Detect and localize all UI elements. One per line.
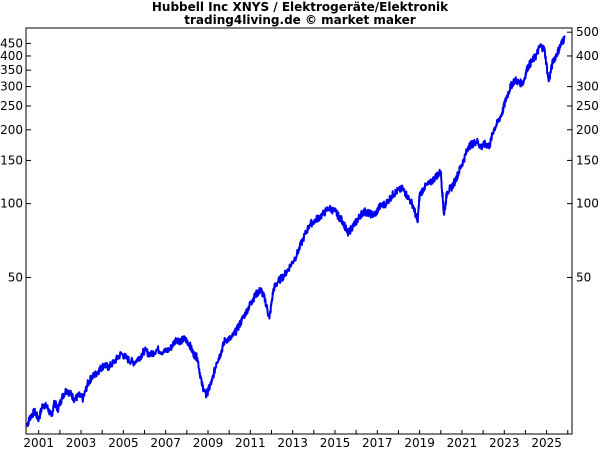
x-tick-label: 2001: [23, 436, 54, 450]
x-tick-label: 2007: [150, 436, 181, 450]
x-tick-label: 2023: [489, 436, 520, 450]
x-tick-label: 2005: [108, 436, 139, 450]
x-tick-label: 2009: [193, 436, 224, 450]
price-line: [26, 35, 566, 428]
x-tick-label: 2019: [404, 436, 435, 450]
axes: [25, 27, 573, 435]
x-tick-label: 2015: [320, 436, 351, 450]
y-tick-right-label: 300: [576, 80, 599, 94]
x-tick-label: 2013: [277, 436, 308, 450]
y-tick-right-label: 250: [576, 99, 599, 113]
y-tick-right-label: 100: [576, 197, 599, 211]
y-tick-left-label: 250: [0, 99, 23, 113]
y-tick-right-label: 200: [576, 123, 599, 137]
x-tick-label: 2011: [235, 436, 266, 450]
x-tick-label: 2003: [66, 436, 97, 450]
plot-frame: [25, 27, 573, 435]
y-tick-left-label: 450: [0, 36, 23, 50]
y-tick-left-label: 200: [0, 123, 23, 137]
y-tick-right-label: 500: [576, 25, 599, 39]
chart-subtitle: trading4living.de © market maker: [184, 13, 416, 27]
x-tick-label: 2017: [362, 436, 393, 450]
series: [26, 35, 566, 428]
y-tick-left-label: 100: [0, 197, 23, 211]
y-tick-left-label: 400: [0, 49, 23, 63]
x-tick-label: 2025: [531, 436, 562, 450]
y-tick-left-label: 50: [8, 270, 23, 284]
x-tick-label: 2021: [447, 436, 478, 450]
chart-title: Hubbell Inc XNYS / Elektrogeräte/Elektro…: [151, 0, 449, 14]
y-tick-right-label: 400: [576, 49, 599, 63]
y-tick-left-label: 350: [0, 63, 23, 77]
y-tick-right-label: 150: [576, 153, 599, 167]
ticks: 4504003503002502001501005050040030025020…: [0, 25, 599, 450]
y-tick-left-label: 150: [0, 153, 23, 167]
y-tick-left-label: 300: [0, 80, 23, 94]
y-tick-right-label: 50: [576, 270, 591, 284]
